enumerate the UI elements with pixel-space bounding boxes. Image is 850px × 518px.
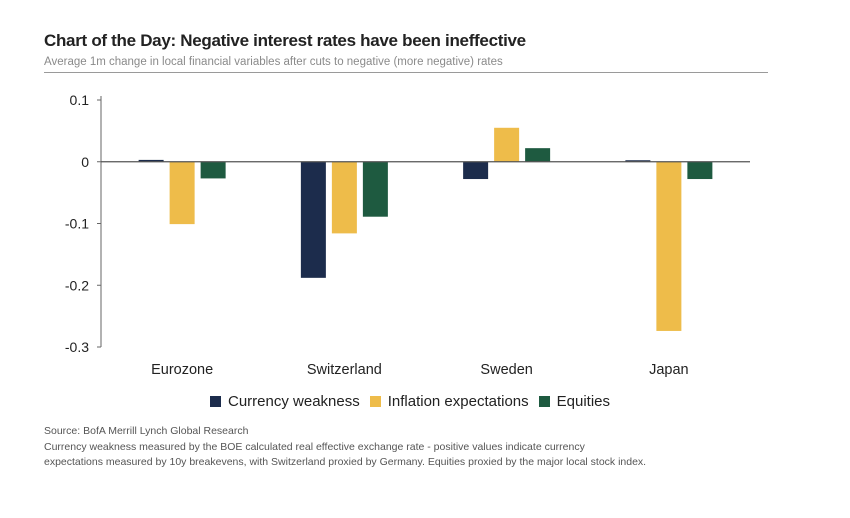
legend-item-currency-weakness: Currency weakness <box>210 393 360 410</box>
source-line: Source: BofA Merrill Lynch Global Resear… <box>44 425 249 437</box>
legend-label-equities: Equities <box>556 392 611 410</box>
legend-label-inflation-expectations: Inflation expectations <box>387 392 529 410</box>
chart-legend: Currency weakness Inflation expectations… <box>210 391 620 411</box>
title-divider <box>44 72 768 73</box>
bar-equities-switzerland <box>362 161 388 217</box>
y-tick-label: -0.1 <box>65 216 89 232</box>
x-category-label: Switzerland <box>307 362 382 378</box>
bar-currency-weakness-switzerland <box>300 161 326 278</box>
y-tick-label: 0.1 <box>70 92 90 108</box>
bar-inflation-expectations-eurozone <box>169 161 195 225</box>
chart-source: Source: BofA Merrill Lynch Global Resear… <box>44 424 784 471</box>
legend-item-inflation-expectations: Inflation expectations <box>369 392 529 410</box>
y-tick-label: 0 <box>81 154 89 170</box>
bar-equities-eurozone <box>200 161 226 179</box>
x-category-label: Sweden <box>480 362 532 378</box>
legend-swatch-equities <box>538 395 550 407</box>
note-line-2: expectations measured by 10y breakevens,… <box>44 456 647 468</box>
bar-inflation-expectations-japan <box>656 161 682 331</box>
x-category-label: Eurozone <box>151 362 213 378</box>
bar-currency-weakness-eurozone <box>138 159 164 162</box>
bar-inflation-expectations-sweden <box>494 127 520 162</box>
legend-swatch-currency-weakness <box>210 395 221 407</box>
x-category-label: Japan <box>649 362 689 378</box>
legend-swatch-inflation-expectations <box>369 395 381 407</box>
bar-currency-weakness-japan <box>625 160 651 162</box>
bar-currency-weakness-sweden <box>463 161 489 180</box>
y-tick-label: -0.2 <box>65 277 89 293</box>
note-line-1: Currency weakness measured by the BOE ca… <box>44 440 585 453</box>
legend-label-currency-weakness: Currency weakness <box>228 392 360 410</box>
bar-chart: 0.1 0 -0.1 -0.2 -0.3 Eurozone Switzerland Swede… <box>65 92 750 378</box>
chart-subtitle: Average 1m change in local financial var… <box>44 56 503 68</box>
legend-item-equities: Equities <box>538 392 611 410</box>
chart-title: Chart of the Day: Negative interest rate… <box>44 31 526 50</box>
bar-inflation-expectations-switzerland <box>331 161 357 234</box>
bar-equities-sweden <box>525 148 551 162</box>
y-tick-label: -0.3 <box>65 339 89 355</box>
bar-equities-japan <box>687 161 713 180</box>
